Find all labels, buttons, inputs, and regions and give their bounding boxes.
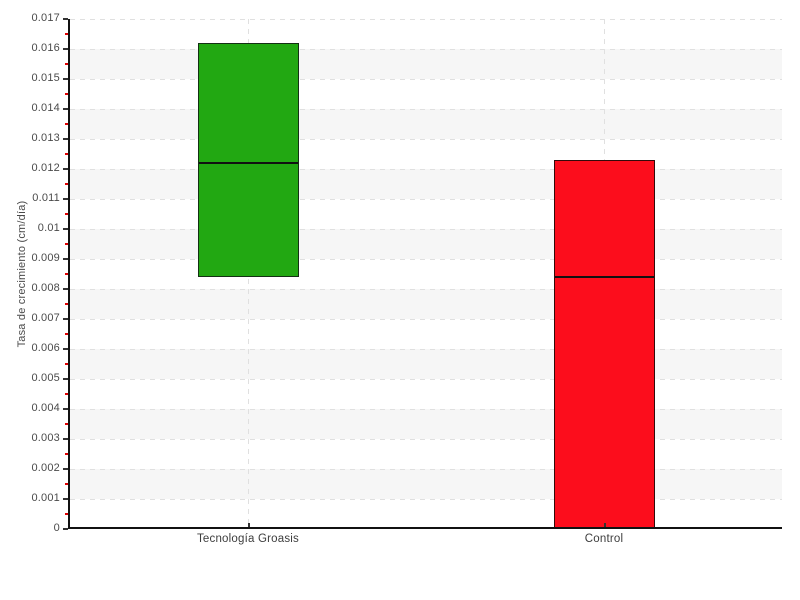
h-gridline xyxy=(70,49,782,50)
h-gridline xyxy=(70,349,782,350)
y-tick-label: 0.017 xyxy=(31,12,60,24)
plot-band xyxy=(70,349,782,379)
h-gridline xyxy=(70,409,782,410)
y-minor-tick xyxy=(65,393,68,395)
h-gridline xyxy=(70,19,782,20)
y-tick-label: 0.013 xyxy=(31,132,60,144)
h-gridline xyxy=(70,139,782,140)
y-major-tick xyxy=(63,408,68,410)
x-category-tick xyxy=(604,523,606,527)
y-major-tick xyxy=(63,108,68,110)
h-gridline xyxy=(70,469,782,470)
h-gridline xyxy=(70,169,782,170)
h-gridline xyxy=(70,229,782,230)
plot-band xyxy=(70,379,782,409)
y-tick-label: 0.014 xyxy=(31,102,60,114)
y-minor-tick xyxy=(65,423,68,425)
h-gridline xyxy=(70,379,782,380)
y-major-tick xyxy=(63,318,68,320)
plot-band xyxy=(70,49,782,79)
y-major-tick xyxy=(63,288,68,290)
y-minor-tick xyxy=(65,483,68,485)
y-tick-label: 0.008 xyxy=(31,282,60,294)
x-category-tick xyxy=(248,523,250,527)
y-minor-tick xyxy=(65,363,68,365)
h-gridline xyxy=(70,109,782,110)
h-gridline xyxy=(70,289,782,290)
y-axis-line xyxy=(68,19,70,529)
y-major-tick xyxy=(63,168,68,170)
y-major-tick xyxy=(63,228,68,230)
h-gridline xyxy=(70,499,782,500)
y-minor-tick xyxy=(65,273,68,275)
y-minor-tick xyxy=(65,123,68,125)
plot-band xyxy=(70,259,782,289)
plot-band xyxy=(70,409,782,439)
y-tick-label: 0.007 xyxy=(31,312,60,324)
y-tick-label: 0.001 xyxy=(31,492,60,504)
y-minor-tick xyxy=(65,153,68,155)
plot-band xyxy=(70,79,782,109)
plot-band xyxy=(70,19,782,49)
plot-band xyxy=(70,229,782,259)
bar-inner-line-0 xyxy=(198,162,298,164)
y-major-tick xyxy=(63,438,68,440)
y-major-tick xyxy=(63,378,68,380)
y-tick-label: 0.003 xyxy=(31,432,60,444)
y-major-tick xyxy=(63,348,68,350)
y-minor-tick xyxy=(65,453,68,455)
plot-band xyxy=(70,199,782,229)
y-tick-label: 0.01 xyxy=(37,222,60,234)
y-tick-label: 0.002 xyxy=(31,462,60,474)
y-tick-label: 0 xyxy=(53,522,60,534)
x-tick-label: Tecnología Groasis xyxy=(196,533,300,545)
h-gridline xyxy=(70,319,782,320)
y-major-tick xyxy=(63,78,68,80)
range-bar-0 xyxy=(197,43,299,277)
y-minor-tick xyxy=(65,513,68,515)
plot-band xyxy=(70,469,782,499)
x-axis-line xyxy=(68,527,782,529)
y-tick-label: 0.011 xyxy=(32,192,60,204)
y-major-tick xyxy=(63,528,68,530)
y-major-tick xyxy=(63,138,68,140)
plot-band xyxy=(70,109,782,139)
y-major-tick xyxy=(63,258,68,260)
y-tick-label: 0.006 xyxy=(31,342,60,354)
y-tick-label: 0.004 xyxy=(31,402,60,414)
y-minor-tick xyxy=(65,183,68,185)
plot-band xyxy=(70,169,782,199)
y-minor-tick xyxy=(65,33,68,35)
y-tick-label: 0.009 xyxy=(31,252,60,264)
y-minor-tick xyxy=(65,213,68,215)
y-minor-tick xyxy=(65,333,68,335)
bar-inner-line-1 xyxy=(554,276,654,278)
plot-band xyxy=(70,319,782,349)
range-bar-1 xyxy=(553,160,655,529)
y-major-tick xyxy=(63,468,68,470)
y-minor-tick xyxy=(65,303,68,305)
y-major-tick xyxy=(63,198,68,200)
h-gridline xyxy=(70,259,782,260)
h-gridline xyxy=(70,199,782,200)
plot-band xyxy=(70,139,782,169)
y-major-tick xyxy=(63,18,68,20)
y-tick-label: 0.012 xyxy=(31,162,60,174)
y-tick-label: 0.005 xyxy=(31,372,60,384)
y-tick-label: 0.015 xyxy=(31,72,60,84)
y-major-tick xyxy=(63,498,68,500)
y-tick-label: 0.016 xyxy=(31,42,60,54)
h-gridline xyxy=(70,439,782,440)
plot-band xyxy=(70,499,782,529)
plot-band xyxy=(70,289,782,319)
x-tick-label: Control xyxy=(584,533,624,545)
y-minor-tick xyxy=(65,93,68,95)
h-gridline xyxy=(70,79,782,80)
y-major-tick xyxy=(63,48,68,50)
plot-band xyxy=(70,439,782,469)
y-minor-tick xyxy=(65,243,68,245)
y-minor-tick xyxy=(65,63,68,65)
